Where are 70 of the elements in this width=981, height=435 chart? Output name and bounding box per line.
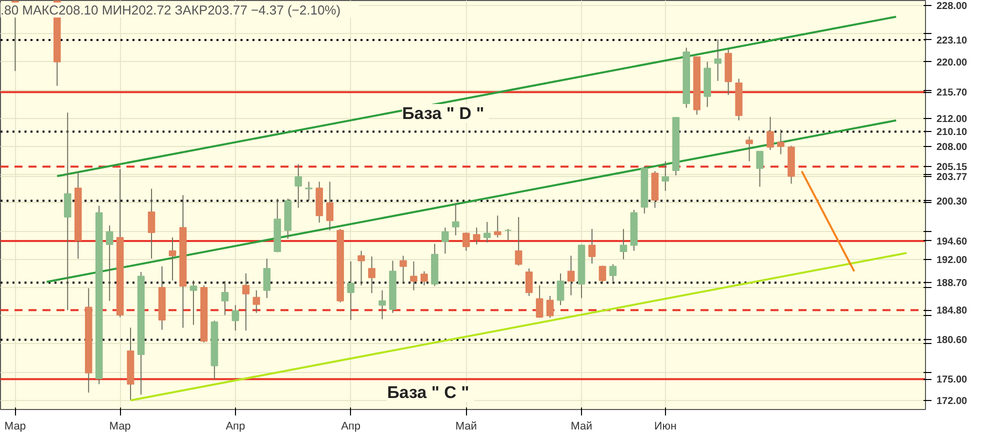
ref-line-label: 223.10 — [936, 35, 968, 46]
candlestick — [347, 260, 354, 320]
candlestick — [305, 181, 312, 202]
y-tick-label: 220.00 — [936, 57, 968, 68]
y-tick-label: 203.77 — [936, 172, 968, 183]
candlestick — [263, 258, 271, 299]
candlestick — [378, 290, 386, 320]
candlestick — [452, 203, 460, 236]
x-tick-label: Апр — [341, 420, 360, 432]
candlestick — [168, 236, 176, 281]
y-tick-label: 228.00 — [936, 0, 968, 12]
candlestick — [714, 38, 722, 82]
candlestick — [766, 116, 774, 150]
candlestick — [106, 224, 114, 302]
candlestick — [546, 295, 554, 318]
candlestick — [609, 264, 617, 282]
ref-line-label: 175.00 — [936, 374, 968, 386]
candlestick — [588, 228, 596, 264]
ref-line-label: 215.70 — [936, 88, 968, 99]
candlestick — [462, 232, 470, 252]
candlestick — [410, 260, 418, 291]
candlestick — [232, 304, 240, 332]
candlestick — [514, 216, 522, 266]
candlestick — [221, 280, 229, 316]
candlestick — [556, 272, 564, 306]
candlestick — [326, 181, 334, 231]
ref-line-label: 210.10 — [936, 127, 968, 138]
x-tick-label: Июн — [654, 420, 677, 432]
ref-line-label: 200.30 — [936, 196, 968, 208]
candlestick — [472, 227, 480, 245]
candlestick — [620, 228, 628, 260]
ref-line-label: 184.80 — [936, 306, 968, 317]
annotation: База " C " — [387, 383, 470, 402]
y-tick-label: 192.00 — [936, 254, 968, 266]
candlestick — [504, 228, 512, 241]
candlestick — [598, 265, 606, 284]
ref-line-label: 180.60 — [936, 335, 968, 346]
candlestick — [483, 221, 491, 243]
candlestick — [242, 272, 250, 332]
candlestick — [756, 150, 764, 188]
x-tick-label: Апр — [226, 420, 246, 432]
candlestick — [777, 129, 784, 155]
x-tick-label: Мар — [109, 420, 131, 432]
ref-line-label: 205.15 — [936, 162, 968, 174]
candlestick — [662, 160, 670, 192]
annotation: .80 МАКС208.10 МИН202.72 ЗАКР203.77 −4.37 (−2.10%) — [0, 2, 341, 18]
ref-line-label: 194.60 — [936, 236, 968, 248]
y-tick-label: 212.00 — [936, 114, 968, 125]
candlestick — [525, 268, 533, 296]
candlestick — [746, 136, 753, 162]
candlestick — [400, 255, 407, 284]
candlestick — [64, 112, 72, 311]
candlestick — [536, 284, 544, 318]
annotation: База " D " — [402, 104, 484, 123]
candlestick — [294, 164, 302, 208]
x-tick-label: Мар — [4, 420, 26, 432]
candlestick — [420, 270, 428, 286]
y-tick-label: 208.00 — [936, 142, 968, 153]
candlestick — [148, 188, 156, 260]
candlestick — [442, 227, 449, 254]
x-tick-label: Май — [570, 420, 592, 432]
candlestick — [567, 255, 575, 296]
candlestick — [190, 280, 198, 326]
y-tick-label: 172.00 — [936, 396, 968, 407]
candlestick — [368, 256, 376, 294]
candlestick — [358, 250, 365, 286]
candlestick — [494, 215, 502, 238]
ref-line-label: 188.70 — [936, 278, 968, 290]
candlestick — [252, 290, 260, 314]
x-tick-label: Май — [455, 420, 477, 432]
